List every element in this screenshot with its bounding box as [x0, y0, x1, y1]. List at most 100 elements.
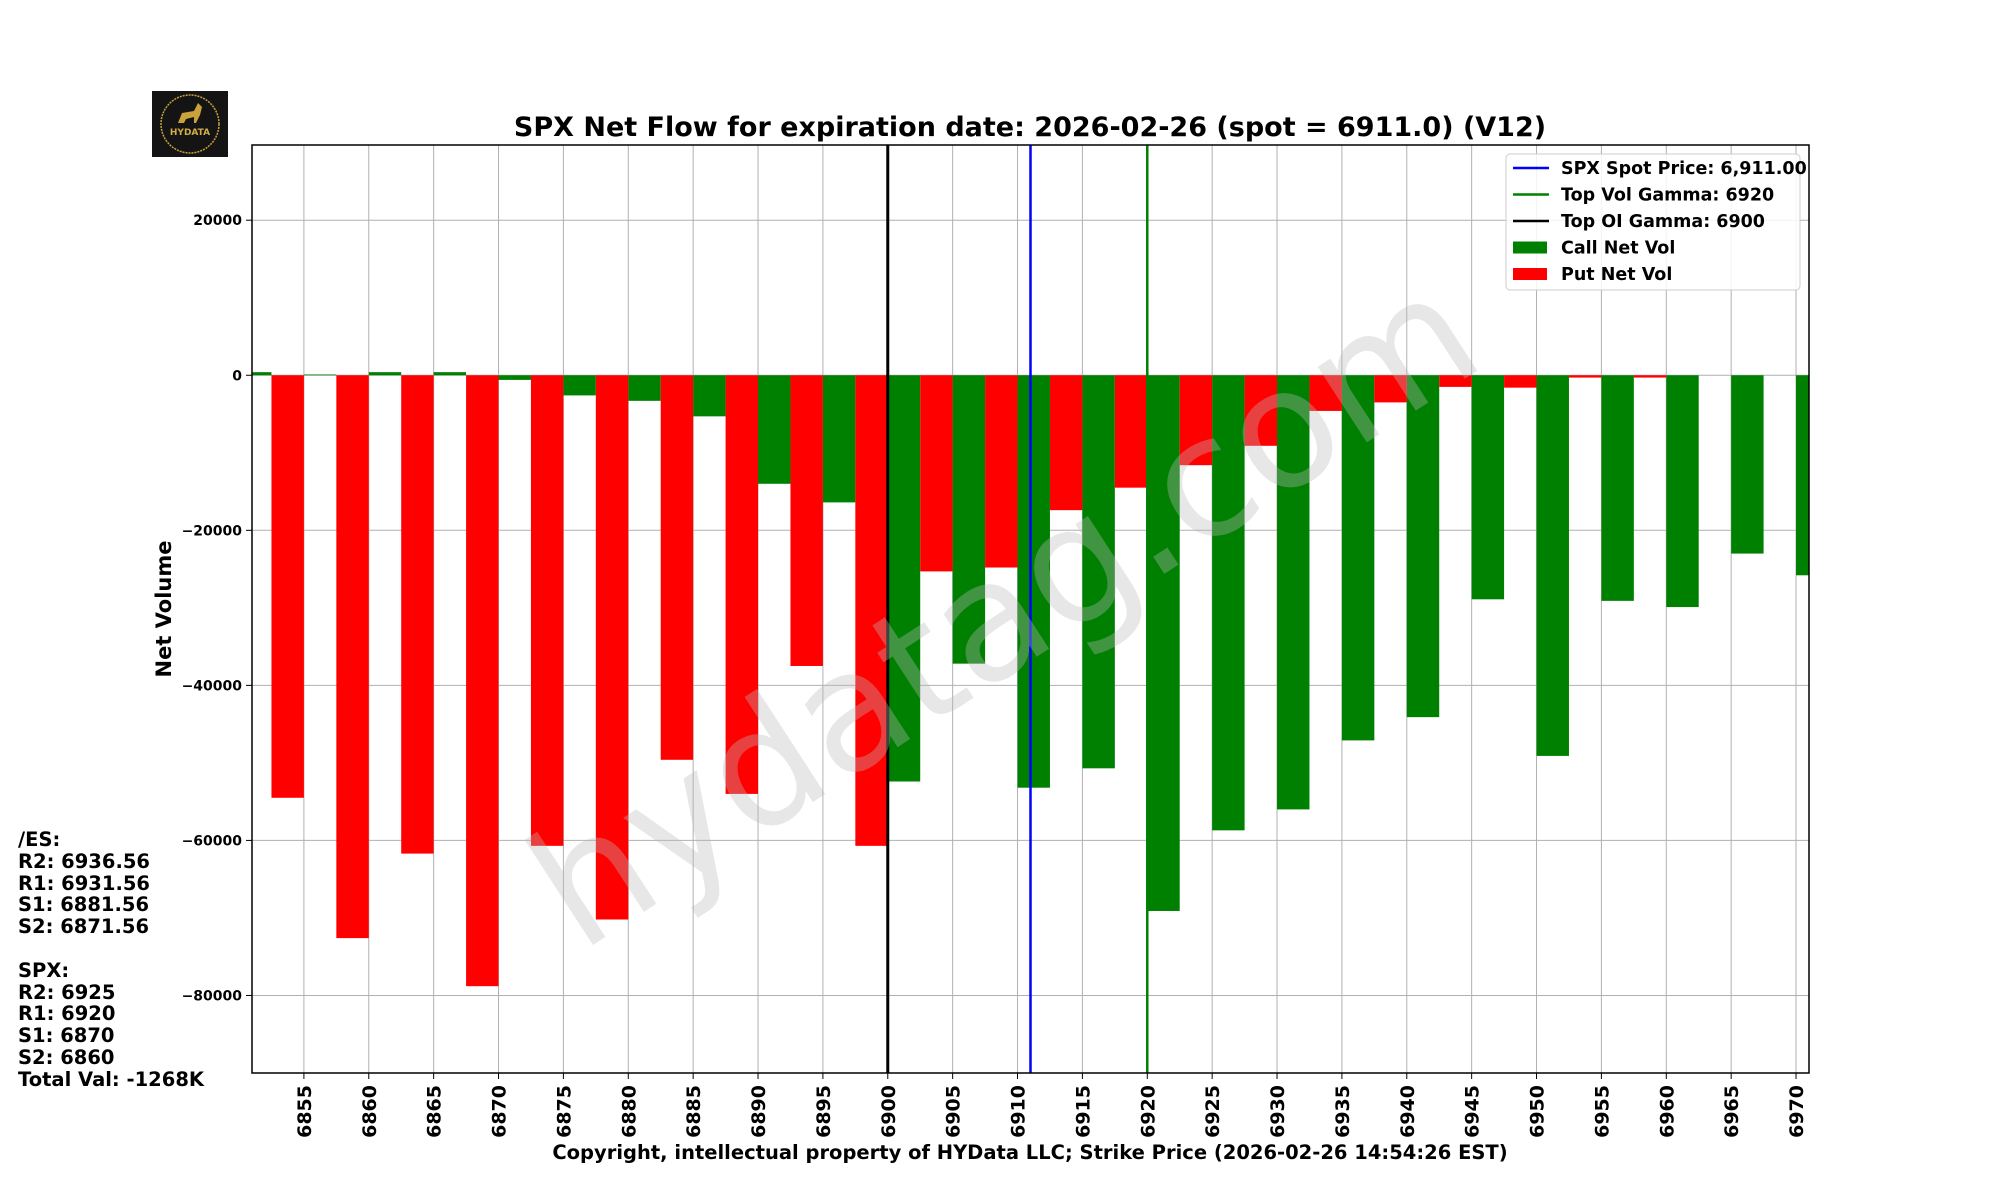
- y-tick-label: −40000: [182, 678, 243, 694]
- spx-r1: R1: 6920: [18, 1002, 116, 1026]
- put-bar-6880: [595, 375, 629, 920]
- hydata-logo: HYDATA: [152, 91, 228, 157]
- x-tick-label: 6950: [1527, 1085, 1549, 1138]
- call-bar-6945: [1471, 375, 1505, 600]
- x-tick-label: 6905: [943, 1085, 965, 1138]
- x-tick-label: 6960: [1656, 1085, 1678, 1138]
- put-bar-6895: [790, 375, 823, 666]
- bars: [252, 372, 1809, 987]
- call-bar-6940: [1406, 375, 1440, 718]
- x-tick-label: 6870: [489, 1085, 511, 1138]
- y-tick-label: −60000: [182, 833, 243, 849]
- call-bar-6855: [303, 374, 337, 376]
- x-tick-label: 6890: [748, 1085, 770, 1138]
- reference-lines: [886, 145, 1149, 1073]
- call-bar-6860: [368, 372, 402, 376]
- call-bar-6895: [822, 375, 856, 503]
- x-tick-label: 6940: [1397, 1085, 1419, 1138]
- call-bar-6930: [1277, 375, 1310, 810]
- put-bar-6950: [1504, 375, 1537, 388]
- call-bar-6850: [252, 372, 272, 376]
- x-tick-label: 6915: [1072, 1085, 1094, 1138]
- call-bar-6890: [758, 375, 791, 484]
- call-bar-6915: [1082, 375, 1115, 769]
- x-tick-label: 6970: [1786, 1085, 1808, 1138]
- x-axis-label: Copyright, intellectual property of HYDa…: [552, 1141, 1507, 1164]
- legend-label: SPX Spot Price: 6,911.00: [1561, 159, 1807, 179]
- x-tick-label: 6895: [813, 1085, 835, 1138]
- x-tick-label: 6885: [683, 1085, 705, 1138]
- put-bar-6870: [466, 375, 499, 987]
- es-r2: R2: 6936.56: [18, 849, 150, 873]
- x-axis: 6855 6860 6865 6870 6875 6880 6885 6890 6895 6900…: [294, 1073, 1808, 1138]
- x-tick-label: 6875: [553, 1085, 575, 1138]
- call-bar-6920: [1147, 375, 1180, 911]
- put-bar-6930: [1244, 375, 1278, 446]
- x-tick-label: 6925: [1202, 1085, 1224, 1138]
- y-tick-label: −20000: [182, 523, 243, 539]
- call-bar-6955: [1601, 375, 1634, 601]
- put-bar-6885: [660, 375, 694, 760]
- call-bar-6880: [628, 375, 661, 401]
- call-bar-6865: [433, 372, 467, 376]
- put-bar-6860: [336, 375, 369, 939]
- put-bar-6900: [855, 375, 888, 846]
- put-bar-6910: [985, 375, 1018, 568]
- put-bar-6935: [1309, 375, 1342, 411]
- call-bar-6910: [1017, 375, 1050, 788]
- y-tick-label: 20000: [193, 213, 242, 229]
- call-bar-6875: [563, 375, 596, 396]
- es-header: /ES:: [18, 828, 61, 851]
- call-bar-6925: [1212, 375, 1245, 831]
- spx-s2: S2: 6860: [18, 1045, 115, 1069]
- x-tick-label: 6880: [618, 1085, 640, 1138]
- spx-r2: R2: 6925: [18, 980, 116, 1004]
- put-bar-6925: [1179, 375, 1213, 466]
- x-tick-label: 6920: [1137, 1085, 1159, 1138]
- svg-text:HYDATA: HYDATA: [170, 128, 210, 138]
- put-bar-6865: [401, 375, 434, 854]
- put-bar-6955: [1568, 375, 1602, 378]
- call-bar-6870: [498, 375, 531, 380]
- y-tick-label: 0: [232, 368, 242, 384]
- es-s1: S1: 6881.56: [18, 893, 150, 917]
- es-r1: R1: 6931.56: [18, 871, 150, 895]
- x-tick-label: 6930: [1267, 1085, 1289, 1138]
- x-tick-label: 6900: [878, 1085, 900, 1138]
- total-value: Total Val: -1268K: [18, 1067, 204, 1091]
- es-s2: S2: 6871.56: [18, 915, 150, 939]
- legend-label: Top Vol Gamma: 6920: [1561, 186, 1774, 206]
- put-bar-6890: [725, 375, 759, 794]
- call-bar-6960: [1666, 375, 1699, 608]
- call-bar-6970: [1796, 375, 1809, 576]
- x-tick-label: 6955: [1591, 1085, 1613, 1138]
- chart-title: SPX Net Flow for expiration date: 2026-0…: [514, 112, 1546, 143]
- levels-panel: /ES: R2: 6936.56 R1: 6931.56 S1: 6881.56 S2:…: [18, 829, 204, 1091]
- call-bar-6905: [952, 375, 986, 664]
- x-tick-label: 6935: [1332, 1085, 1354, 1138]
- call-bar-6885: [693, 375, 726, 417]
- spx-s1: S1: 6870: [18, 1024, 115, 1048]
- y-tick-label: −80000: [182, 988, 243, 1004]
- call-bar-6900: [887, 375, 921, 782]
- put-bar-6905: [920, 375, 953, 572]
- legend-label: Put Net Vol: [1561, 265, 1672, 285]
- legend: SPX Spot Price: 6,911.00 Top Vol Gamma: 6…: [1505, 153, 1807, 291]
- put-bar-6915: [1049, 375, 1083, 511]
- x-tick-label: 6855: [294, 1085, 316, 1138]
- x-tick-label: 6965: [1721, 1085, 1743, 1138]
- call-bar-6950: [1536, 375, 1569, 756]
- put-bar-6945: [1439, 375, 1472, 387]
- legend-label: Top OI Gamma: 6900: [1561, 212, 1765, 232]
- put-bar-6875: [530, 375, 564, 846]
- y-axis-label: Net Volume: [152, 541, 176, 678]
- x-tick-label: 6945: [1462, 1085, 1484, 1138]
- x-tick-label: 6860: [359, 1085, 381, 1138]
- x-tick-label: 6910: [1008, 1085, 1030, 1138]
- plot-frame: [251, 144, 1810, 1074]
- put-bar-6920: [1114, 375, 1148, 488]
- call-bar-6965: [1731, 375, 1764, 554]
- y-axis: 20000 0 −20000 −40000 −60000 −80000: [182, 213, 252, 1004]
- put-bar-6960: [1633, 375, 1667, 378]
